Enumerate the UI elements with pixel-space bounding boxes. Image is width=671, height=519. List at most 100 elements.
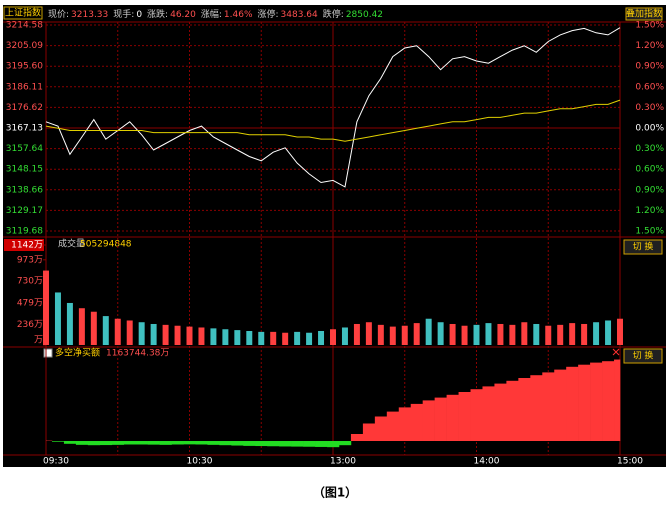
- netbuy-area: [267, 441, 279, 446]
- y2-tick-label: 0.30%: [635, 103, 664, 113]
- netbuy-area: [148, 441, 160, 445]
- volume-bar: [151, 324, 157, 345]
- netbuy-area: [351, 434, 363, 441]
- y-tick-label: 3176.62: [6, 103, 43, 113]
- netbuy-area: [399, 407, 411, 441]
- volume-bar: [318, 331, 324, 345]
- netbuy-area: [88, 441, 100, 445]
- netbuy-area: [339, 441, 351, 445]
- header-value: 1.46%: [224, 10, 253, 20]
- volume-bar: [127, 320, 133, 345]
- x-tick-label: 10:30: [187, 457, 213, 467]
- netbuy-area: [124, 441, 136, 445]
- netbuy-area: [411, 404, 423, 441]
- volume-bar: [485, 323, 491, 345]
- y2-tick-label: 0.00%: [635, 124, 664, 134]
- volume-bar: [521, 322, 527, 345]
- x-tick-label: 09:30: [43, 457, 69, 467]
- volume-bar: [474, 325, 480, 345]
- netbuy-area: [423, 400, 435, 441]
- volume-bar: [175, 326, 181, 345]
- header-label: 涨停:: [258, 8, 279, 20]
- volume-bar: [366, 322, 372, 345]
- netbuy-area: [52, 441, 64, 442]
- netbuy-area: [160, 441, 172, 445]
- netbuy-area: [459, 392, 471, 441]
- netbuy-area: [554, 370, 566, 441]
- y-tick-label: 3195.60: [6, 62, 43, 72]
- switch-button-label[interactable]: 切 换: [633, 350, 654, 362]
- volume-bar: [581, 324, 587, 345]
- volume-bar: [222, 329, 228, 345]
- overlay-button-label[interactable]: 叠加指数: [626, 8, 662, 20]
- volume-bar: [163, 325, 169, 345]
- volume-bar: [617, 319, 623, 345]
- netbuy-area: [291, 441, 303, 447]
- netbuy-area: [255, 441, 267, 446]
- netbuy-area: [243, 441, 255, 446]
- netbuy-area: [303, 441, 315, 447]
- x-tick-label: 14:00: [474, 457, 500, 467]
- volume-bar: [426, 319, 432, 345]
- volume-bar: [115, 319, 121, 345]
- volume-bar: [462, 326, 468, 345]
- header-value: 3213.33: [71, 10, 108, 20]
- x-tick-label: 15:00: [617, 457, 643, 467]
- caption: （图1）: [313, 485, 357, 500]
- y-tick-label: 3148.15: [6, 165, 43, 175]
- switch-button-label[interactable]: 切 换: [633, 241, 654, 253]
- header-label: 涨跌:: [147, 9, 168, 20]
- volume-bar: [67, 303, 73, 345]
- volume-bar: [43, 271, 49, 345]
- volume-bar: [438, 322, 444, 345]
- volume-bar: [533, 324, 539, 345]
- y-tick-label: 3138.66: [6, 185, 43, 195]
- netbuy-readout: 1163744.38万: [106, 349, 169, 359]
- volume-bar: [605, 320, 611, 345]
- header-label: 现手:: [113, 8, 134, 20]
- y2-tick-label: 1.20%: [635, 41, 664, 51]
- volume-bar: [187, 327, 193, 345]
- netbuy-area: [375, 417, 387, 442]
- volume-bar: [270, 332, 276, 345]
- volume-bar: [139, 322, 145, 345]
- volume-bar: [342, 327, 348, 345]
- header-value: 0: [136, 10, 142, 20]
- netbuy-area: [530, 375, 542, 441]
- y2-tick-label: 0.30%: [635, 144, 664, 154]
- volume-bar: [258, 332, 264, 345]
- y-tick-label: 479万: [17, 299, 43, 309]
- y-tick-label: 3157.64: [6, 144, 43, 154]
- netbuy-area: [64, 441, 76, 444]
- y2-tick-label: 1.20%: [635, 206, 664, 216]
- header-value: 3483.64: [281, 10, 318, 20]
- netbuy-area: [435, 398, 447, 441]
- netbuy-area: [447, 395, 459, 441]
- netbuy-area: [578, 365, 590, 441]
- netbuy-area: [327, 441, 339, 447]
- volume-bar: [414, 323, 420, 345]
- netbuy-area: [471, 389, 483, 441]
- netbuy-area: [387, 412, 399, 441]
- y2-tick-label: 0.60%: [635, 165, 664, 175]
- volume-bar: [79, 308, 85, 345]
- volume-bar: [450, 324, 456, 345]
- volume-bar: [234, 330, 240, 345]
- y-tick-label: 973万: [17, 255, 43, 265]
- netbuy-area: [518, 378, 530, 441]
- volume-bar: [378, 325, 384, 345]
- y-tick-label: 3214.58: [6, 21, 43, 31]
- volume-bar: [210, 328, 216, 345]
- y2-tick-label: 0.60%: [635, 82, 664, 92]
- volume-bar: [198, 327, 204, 345]
- netbuy-area: [614, 360, 620, 441]
- y-tick-label: 3119.68: [6, 227, 43, 237]
- volume-bar: [91, 312, 97, 345]
- netbuy-area: [363, 424, 375, 442]
- netbuy-area: [195, 441, 207, 445]
- y-tick-label: 3205.09: [6, 41, 43, 51]
- chart-title: 上证指数: [5, 7, 41, 19]
- volume-bar: [330, 329, 336, 345]
- netbuy-area: [207, 441, 219, 445]
